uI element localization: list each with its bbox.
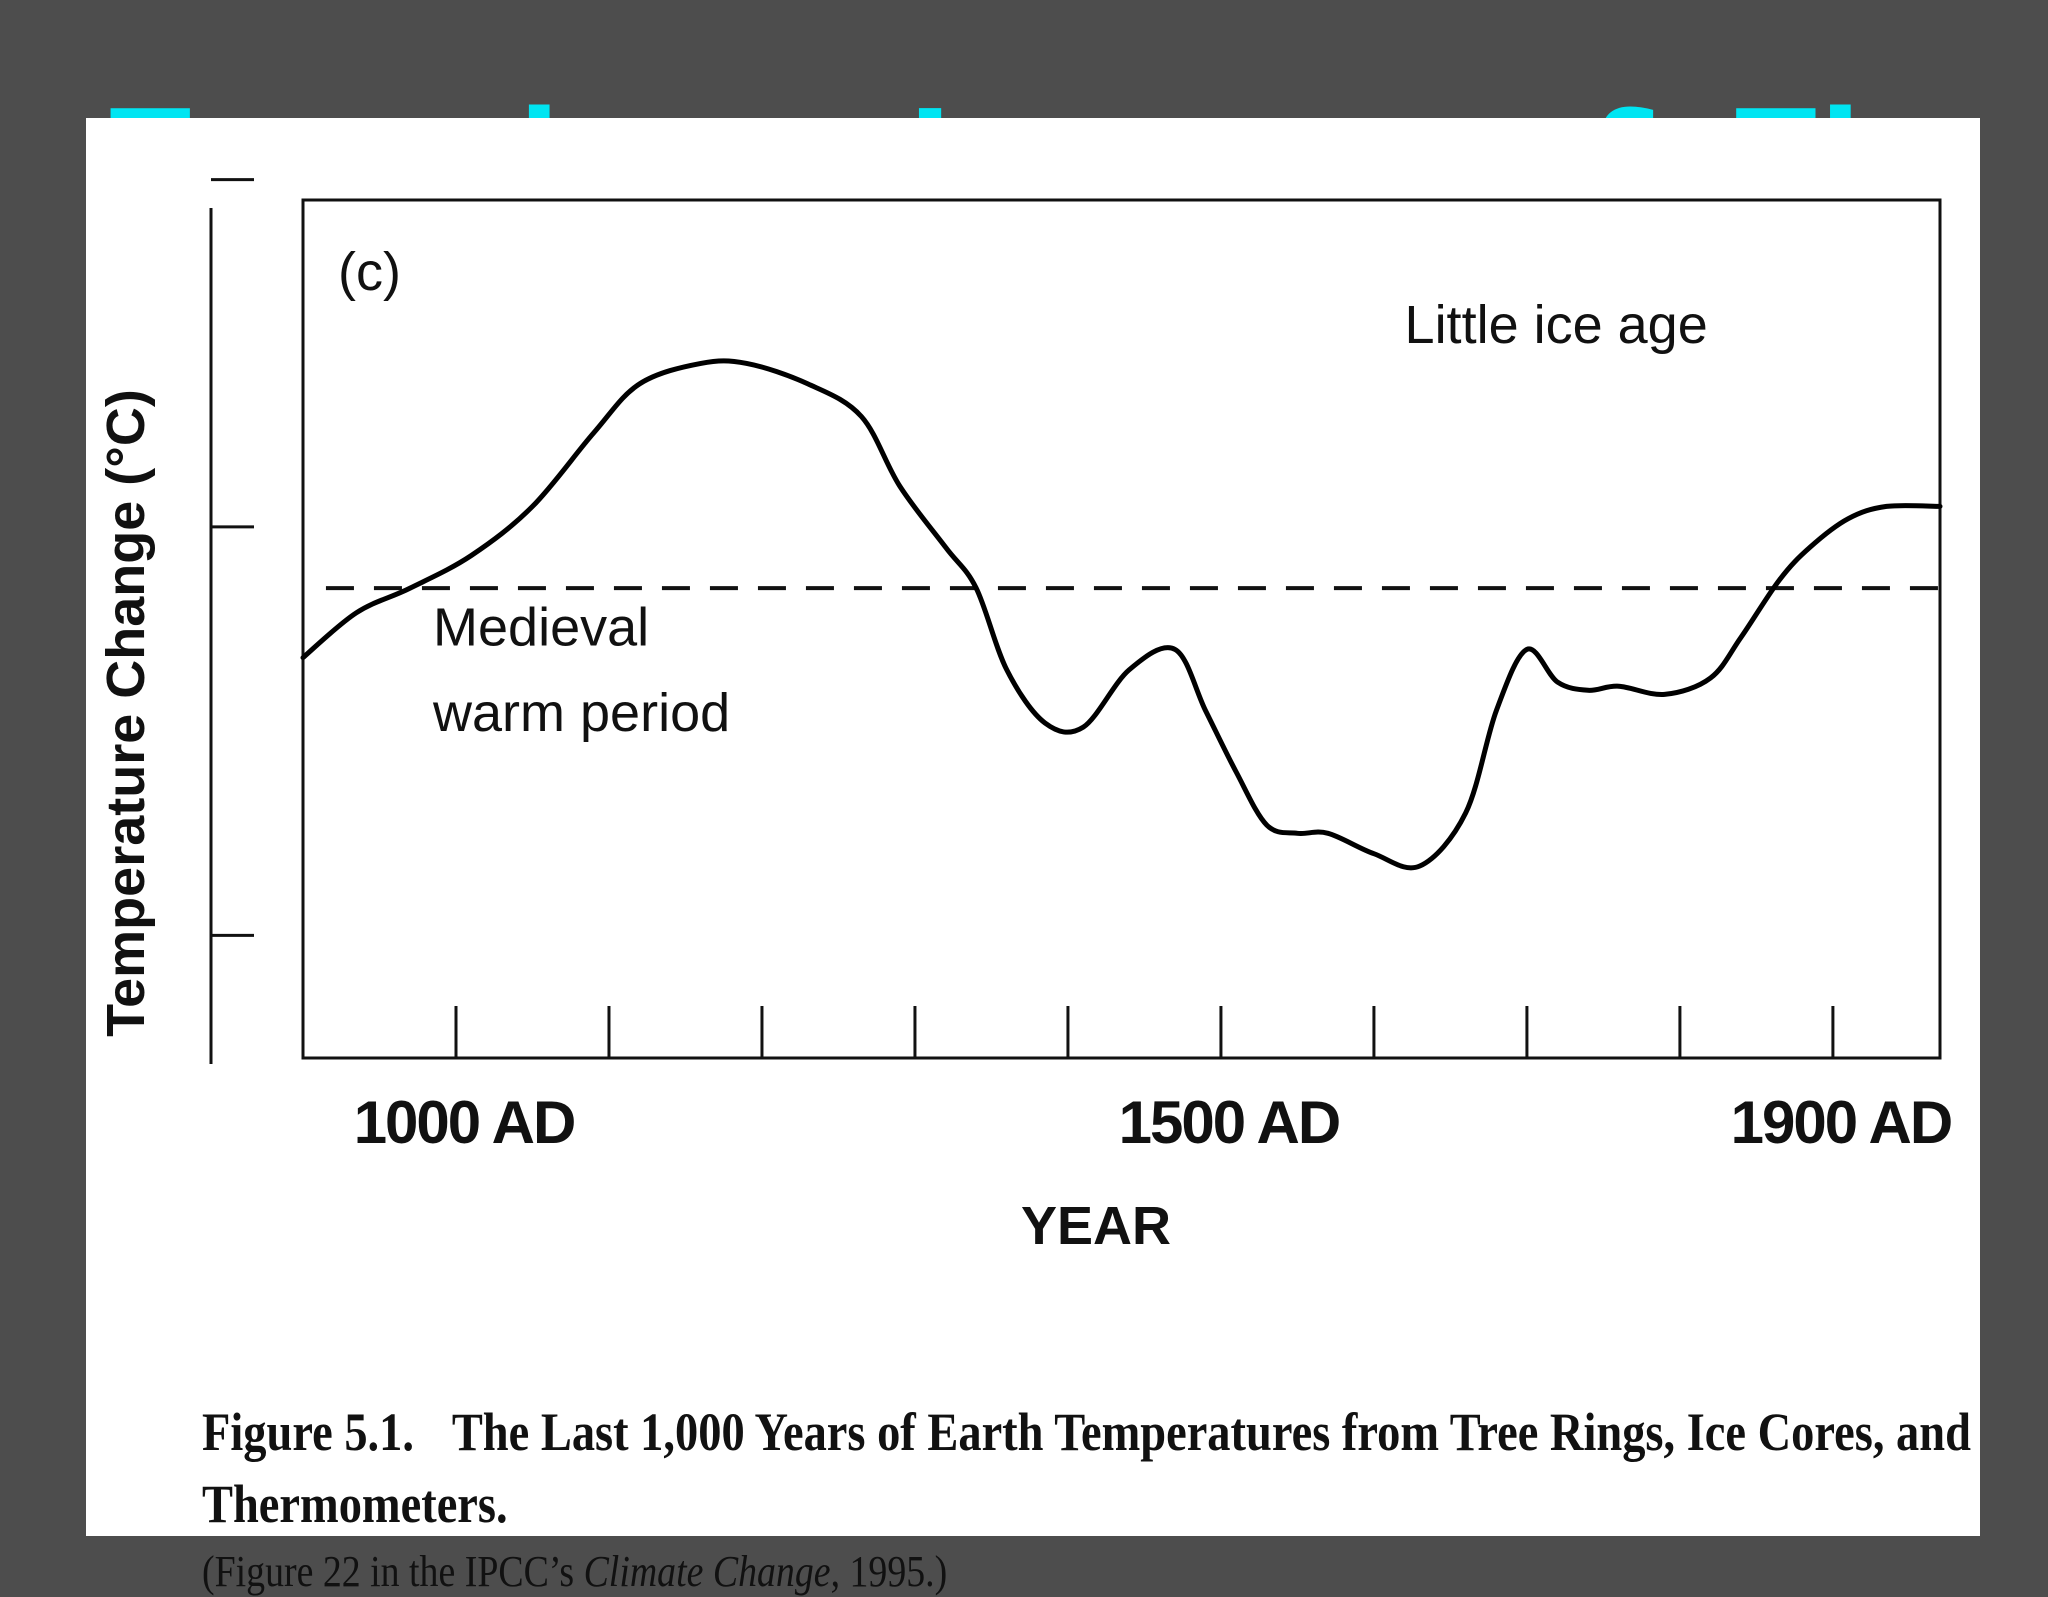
panel-label: (c) bbox=[338, 242, 401, 302]
annotation-1: warm period bbox=[432, 683, 730, 743]
x-tick-label-0: 1000 AD bbox=[354, 1089, 575, 1156]
slide-title: Tree rings, Ice cores & Thermometers bbox=[110, 94, 2048, 118]
caption-source-prefix: (Figure 22 in the IPCC’s bbox=[202, 1547, 584, 1596]
x-axis-title: YEAR bbox=[1021, 1196, 1171, 1256]
caption-title-text: The Last 1,000 Years of Earth Temperatur… bbox=[202, 1402, 1971, 1534]
caption-source-suffix: , 1995.) bbox=[830, 1547, 948, 1596]
slide-title-clip: Tree rings, Ice cores & Thermometers bbox=[0, 0, 2048, 118]
caption-source-italic: Climate Change bbox=[583, 1547, 831, 1596]
caption-title: Figure 5.1. The Last 1,000 Years of Earth… bbox=[202, 1396, 2034, 1540]
caption-source: (Figure 22 in the IPCC’s Climate Change,… bbox=[202, 1546, 2034, 1597]
plot-frame bbox=[301, 198, 1942, 1060]
chart-annotations: Medieval warm period Little ice age bbox=[432, 295, 1708, 743]
y-axis-title: Temperature Change (°C) bbox=[96, 389, 156, 1037]
caption-figure-number: Figure 5.1. bbox=[202, 1402, 414, 1462]
x-tick-label-1: 1500 AD bbox=[1119, 1089, 1340, 1156]
figure-caption: Figure 5.1. The Last 1,000 Years of Earth… bbox=[202, 1396, 2042, 1597]
temperature-chart: Temperature Change (°C) (c) Medieval warm… bbox=[96, 178, 1954, 1256]
temperature-series-line bbox=[300, 358, 1943, 871]
annotation-2: Little ice age bbox=[1405, 295, 1708, 355]
y-axis-ticks bbox=[211, 178, 254, 937]
x-axis-minor-ticks bbox=[454, 1006, 1835, 1058]
figure-panel: Temperature Change (°C) (c) Medieval warm… bbox=[86, 118, 1980, 1596]
x-axis-tick-labels: 1000 AD 1500 AD 1900 AD bbox=[354, 1089, 1954, 1156]
annotation-0: Medieval bbox=[433, 597, 649, 657]
x-tick-label-2: 1900 AD bbox=[1731, 1089, 1952, 1156]
